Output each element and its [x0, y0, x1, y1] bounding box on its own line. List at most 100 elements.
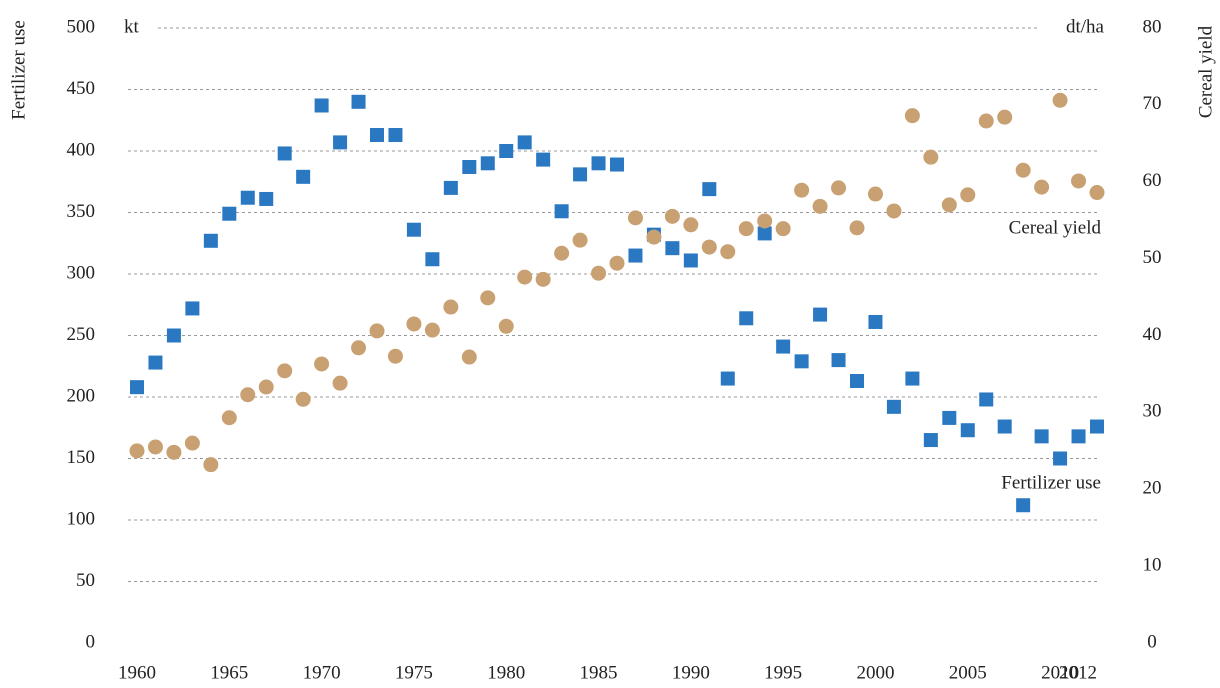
- x-tick-label: 1990: [672, 662, 710, 683]
- square-point: [277, 146, 292, 161]
- circle-point: [351, 340, 367, 356]
- circle-point: [591, 265, 607, 281]
- square-point: [259, 191, 274, 206]
- circle-point: [775, 221, 791, 237]
- square-point: [739, 311, 754, 326]
- y-tick-label: 350: [67, 201, 96, 222]
- square-point: [166, 328, 181, 343]
- circle-point: [997, 109, 1013, 125]
- square-point: [1053, 451, 1068, 466]
- square-point: [499, 144, 514, 158]
- square-point: [1034, 429, 1049, 444]
- circle-point: [498, 318, 514, 334]
- square-point: [776, 339, 791, 354]
- square-point: [868, 314, 883, 329]
- circle-point: [923, 149, 939, 165]
- circle-point: [295, 391, 311, 407]
- square-point: [388, 128, 403, 143]
- circle-point: [609, 255, 625, 271]
- circle-point: [664, 208, 680, 224]
- circle-point: [480, 290, 496, 306]
- square-point: [831, 353, 846, 368]
- circle-point: [978, 113, 994, 129]
- square-point: [240, 190, 255, 205]
- circle-point: [904, 108, 920, 124]
- square-point: [1016, 498, 1031, 513]
- square-point: [517, 135, 532, 150]
- square-point: [573, 167, 588, 182]
- square-point: [850, 374, 864, 389]
- square-point: [702, 182, 717, 197]
- x-tick-label: 1985: [580, 662, 618, 683]
- y-tick-label: 200: [67, 385, 96, 406]
- square-point: [960, 423, 975, 438]
- square-point: [942, 410, 957, 425]
- circle-point: [738, 221, 754, 237]
- circle-point: [794, 182, 810, 198]
- square-point: [591, 156, 606, 171]
- circle-point: [683, 217, 699, 233]
- square-point: [222, 206, 237, 221]
- square-point: [923, 433, 938, 448]
- x-tick-label: 2000: [856, 662, 894, 683]
- y-tick-label: 500: [67, 16, 96, 37]
- y-tick-label: 300: [67, 262, 96, 283]
- y2-tick-label: 20: [1143, 478, 1162, 499]
- x-tick-label: 1960: [118, 662, 156, 683]
- y2-tick-label: 40: [1143, 324, 1162, 345]
- circle-point: [1089, 185, 1105, 201]
- x-tick-label: 1995: [764, 662, 802, 683]
- square-point: [886, 399, 901, 414]
- square-point: [406, 222, 421, 237]
- circle-point: [757, 213, 773, 229]
- y2-tick-label: 0: [1147, 631, 1157, 652]
- square-point: [997, 419, 1012, 434]
- square-point: [425, 252, 440, 267]
- x-tick-label: 1970: [303, 662, 341, 683]
- annotation: Fertilizer use: [1001, 472, 1101, 493]
- circle-point: [886, 203, 902, 219]
- circle-point: [517, 269, 533, 285]
- y2-tick-label: 50: [1143, 247, 1162, 268]
- circle-point: [424, 322, 440, 338]
- circle-point: [701, 239, 717, 255]
- circle-point: [406, 316, 422, 332]
- y2-tick-label: 80: [1143, 16, 1162, 37]
- square-point: [480, 156, 495, 171]
- circle-point: [129, 443, 145, 459]
- square-point: [296, 169, 311, 184]
- square-point: [351, 94, 366, 109]
- square-point: [757, 226, 772, 241]
- y2-tick-label: 30: [1143, 401, 1162, 422]
- circle-point: [369, 323, 385, 339]
- y-tick-label: 150: [67, 447, 96, 468]
- square-point: [148, 355, 163, 370]
- square-point: [813, 307, 828, 322]
- circle-point: [1015, 162, 1031, 178]
- x-tick-label: 1965: [210, 662, 248, 683]
- circle-point: [461, 349, 477, 365]
- y2-tick-label: 70: [1143, 93, 1162, 114]
- circle-point: [314, 356, 330, 372]
- y2-tick-label: 60: [1143, 170, 1162, 191]
- circle-point: [627, 210, 643, 226]
- y-unit: kt: [124, 16, 140, 37]
- circle-point: [1034, 179, 1050, 195]
- y2-unit: dt/ha: [1066, 16, 1105, 37]
- square-point: [443, 180, 458, 195]
- circle-point: [720, 244, 736, 260]
- y-tick-label: 0: [86, 631, 96, 652]
- circle-point: [221, 410, 237, 426]
- circle-point: [258, 379, 274, 395]
- x-tick-label: 2012: [1059, 662, 1097, 683]
- circle-point: [941, 197, 957, 213]
- circle-point: [443, 299, 459, 315]
- square-point: [1090, 419, 1104, 434]
- circle-point: [166, 444, 182, 460]
- circle-point: [147, 439, 163, 455]
- circle-point: [332, 375, 348, 391]
- square-point: [185, 301, 200, 316]
- square-point: [1071, 429, 1086, 444]
- square-point: [720, 371, 735, 386]
